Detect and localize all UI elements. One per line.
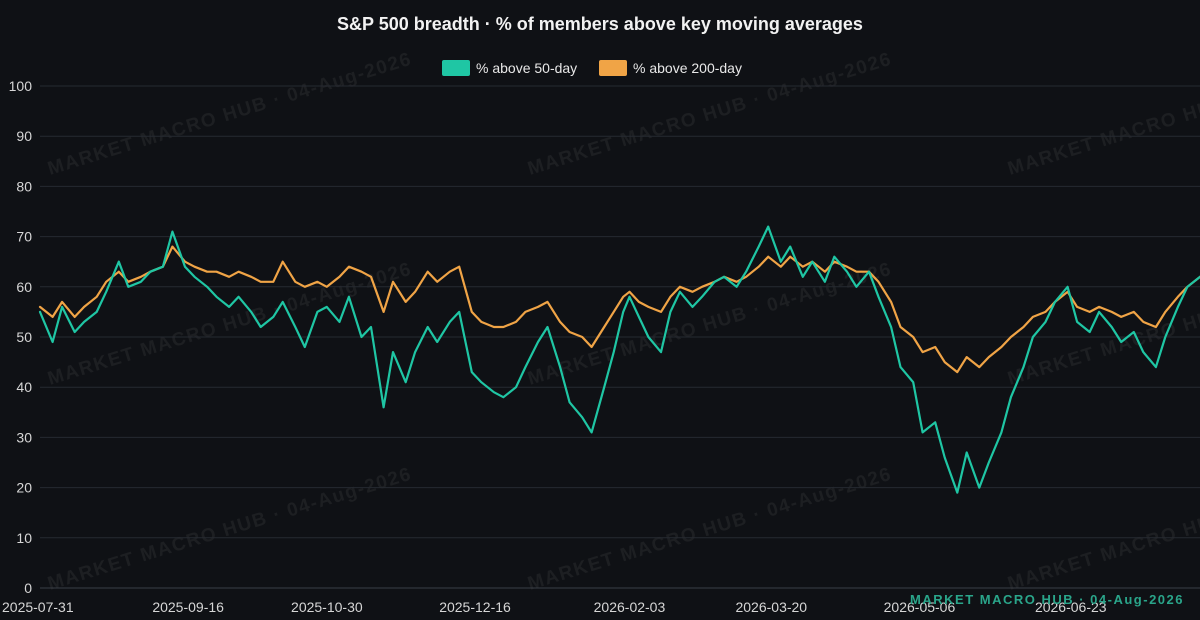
y-tick-label: 0	[24, 580, 32, 596]
y-tick-label: 90	[16, 128, 32, 144]
series-line-200-day	[38, 245, 1200, 374]
watermark-text: MARKET MACRO HUB · 04-Aug-2026	[525, 464, 894, 595]
y-axis: 0 10 20 30 40 50 60 70 80 90 100	[9, 78, 33, 596]
watermark-layer: MARKET MACRO HUB · 04-Aug-2026 MARKET MAC…	[45, 49, 1200, 595]
y-tick-label: 80	[16, 178, 32, 194]
legend-item[interactable]: % above 50-day	[442, 60, 577, 76]
x-tick-label: 2026-06-23	[1035, 599, 1107, 615]
x-tick-label: 2025-12-16	[439, 599, 511, 615]
watermark-text: MARKET MACRO HUB · 04-Aug-2026	[45, 49, 414, 180]
x-tick-label: 2025-09-16	[152, 599, 224, 615]
watermark-text: MARKET MACRO HUB · 04-Aug-2026	[1005, 464, 1200, 595]
x-axis: 2025-07-31 2025-09-16 2025-10-30 2025-12-16…	[2, 599, 1107, 615]
x-tick-label: 2026-05-06	[884, 599, 956, 615]
legend[interactable]: % above 50-day % above 200-day	[442, 60, 742, 76]
legend-label: % above 50-day	[476, 60, 577, 76]
footer-watermark: MARKET MACRO HUB · 04-Aug-2026	[910, 592, 1184, 607]
x-tick-label: 2026-02-03	[594, 599, 666, 615]
y-tick-label: 50	[16, 329, 32, 345]
y-tick-label: 40	[16, 379, 32, 395]
y-tick-label: 60	[16, 279, 32, 295]
y-tick-label: 100	[9, 78, 33, 94]
x-tick-label: 2025-07-31	[2, 599, 74, 615]
gridlines	[40, 85, 1200, 589]
y-tick-label: 10	[16, 530, 32, 546]
x-tick-label: 2026-03-20	[735, 599, 807, 615]
y-tick-label: 30	[16, 429, 32, 445]
chart-title: S&P 500 breadth · % of members above key…	[337, 14, 863, 34]
y-tick-label: 20	[16, 480, 32, 496]
legend-swatch	[599, 60, 627, 76]
series-line-50-day	[38, 225, 1200, 494]
watermark-text: MARKET MACRO HUB · 04-Aug-2026	[1005, 49, 1200, 180]
y-tick-label: 70	[16, 229, 32, 245]
legend-label: % above 200-day	[633, 60, 742, 76]
x-tick-label: 2025-10-30	[291, 599, 363, 615]
legend-item[interactable]: % above 200-day	[599, 60, 742, 76]
watermark-text: MARKET MACRO HUB · 04-Aug-2026	[45, 464, 414, 595]
plot-area	[38, 225, 1200, 494]
watermark-text: MARKET MACRO HUB · 04-Aug-2026	[525, 259, 894, 390]
watermark-text: MARKET MACRO HUB · 04-Aug-2026	[45, 259, 414, 390]
legend-swatch	[442, 60, 470, 76]
